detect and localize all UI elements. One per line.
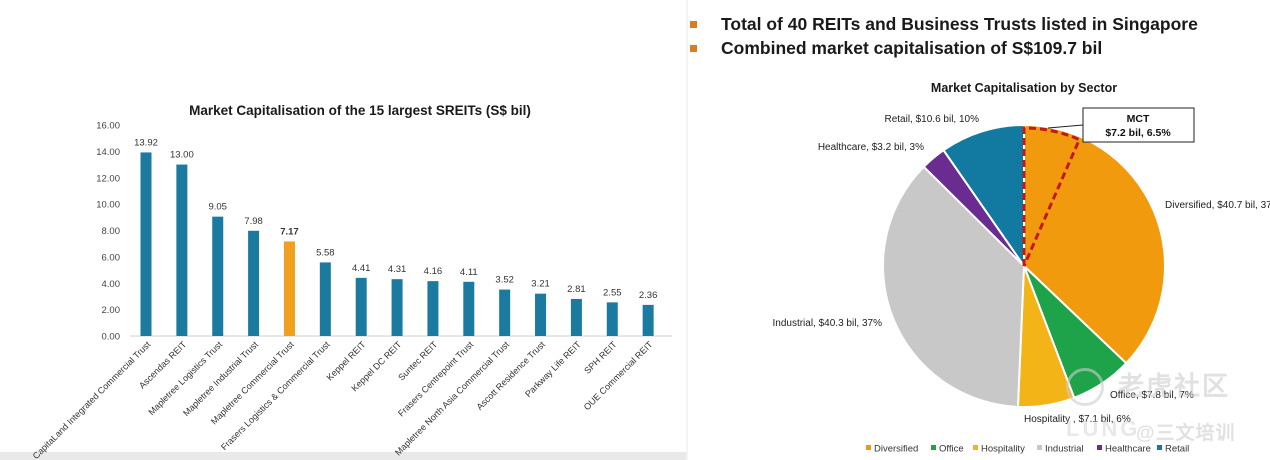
- bar-value-label: 2.55: [603, 287, 622, 298]
- bar-value-label: 3.52: [495, 275, 514, 286]
- legend-swatch: [866, 445, 871, 450]
- bar: [355, 277, 367, 336]
- y-tick-label: 8.00: [102, 226, 121, 237]
- bar-chart: Market Capitalisation of the 15 largest …: [31, 103, 672, 460]
- bar-value-label: 4.11: [460, 267, 478, 278]
- y-tick-label: 12.00: [96, 173, 120, 184]
- legend-label: Office: [939, 444, 964, 455]
- legend-swatch: [1097, 445, 1102, 450]
- y-tick-label: 14.00: [96, 147, 120, 158]
- legend-swatch: [1037, 445, 1042, 450]
- y-tick-label: 0.00: [102, 332, 121, 343]
- y-tick-label: 10.00: [96, 200, 120, 211]
- y-tick-label: 16.00: [96, 121, 120, 132]
- watermark-subtitle: @三文培训: [1136, 423, 1236, 444]
- legend-label: Industrial: [1045, 444, 1084, 455]
- watermark-logo-icon: [1066, 368, 1104, 406]
- x-tick-label: OUE Commercial REIT: [582, 339, 655, 412]
- x-tick-label: Mapletree Logistics Trust: [146, 339, 224, 417]
- legend-label: Hospitality: [981, 444, 1025, 455]
- bullet-square-icon: [690, 44, 697, 52]
- bar: [606, 302, 618, 336]
- mct-callout-box: [1082, 107, 1195, 143]
- bar: [499, 289, 511, 336]
- watermark-letters: LUNG: [1066, 416, 1141, 441]
- legend-swatch: [1157, 445, 1162, 450]
- pie-slice-label: Hospitality , $7.1 bil, 6%: [1024, 414, 1131, 425]
- y-tick-label: 4.00: [102, 279, 121, 290]
- bar-value-label: 7.98: [244, 216, 263, 227]
- summary-bullets: Total of 40 REITs and Business Trusts li…: [690, 12, 1270, 60]
- bottom-strip: [0, 452, 686, 460]
- pie-slice-label: Diversified, $40.7 bil, 37%: [1165, 200, 1270, 211]
- mct-callout-value: $7.2 bil, 6.5%: [1105, 127, 1171, 139]
- bar: [463, 281, 475, 336]
- mct-callout-title: MCT: [1127, 113, 1150, 125]
- bar: [319, 262, 331, 336]
- legend-swatch: [973, 445, 978, 450]
- summary-bullet: Total of 40 REITs and Business Trusts li…: [690, 12, 1270, 36]
- bar-value-label: 2.36: [639, 290, 658, 301]
- bar: [248, 230, 260, 336]
- legend-label: Retail: [1165, 444, 1189, 455]
- pie-slice: [882, 165, 1026, 408]
- bar: [212, 216, 224, 336]
- bar: [427, 281, 439, 336]
- bar: [391, 279, 403, 336]
- panel-divider: [686, 0, 688, 460]
- bar: [535, 293, 547, 336]
- legend-label: Healthcare: [1105, 444, 1151, 455]
- watermark-title: 老虎社区: [1118, 371, 1231, 401]
- pie-slice: [942, 123, 1025, 270]
- pie-slice-label: Industrial, $40.3 bil, 37%: [772, 318, 882, 329]
- bar-value-label: 9.05: [208, 202, 227, 213]
- bar-value-label: 4.31: [388, 264, 407, 275]
- bar: [176, 164, 188, 336]
- pie-chart: Market Capitalisation by Sector Diversifi…: [772, 81, 1270, 455]
- bar: [283, 241, 295, 336]
- x-tick-label: SPH REIT: [582, 339, 619, 376]
- pie-slice-label: Office, $7.8 bil, 7%: [1110, 390, 1194, 401]
- bar: [642, 304, 654, 336]
- pie-slice-label: Retail, $10.6 bil, 10%: [884, 114, 979, 125]
- bar-chart-title: Market Capitalisation of the 15 largest …: [189, 103, 531, 118]
- y-tick-label: 2.00: [102, 305, 121, 316]
- bar-value-label: 13.92: [134, 137, 158, 148]
- bar-value-label: 3.21: [531, 279, 550, 290]
- bar-value-label: 4.41: [352, 263, 371, 274]
- summary-bullet: Combined market capitalisation of S$109.…: [690, 36, 1270, 60]
- summary-bullet-text: Combined market capitalisation of S$109.…: [721, 37, 1103, 58]
- bar-value-label: 5.58: [316, 247, 335, 258]
- bullet-square-icon: [690, 20, 697, 28]
- bar: [570, 298, 582, 336]
- bar-value-label: 7.17: [280, 226, 299, 237]
- x-tick-label: CapitaLand Integrated Commercial Trust: [31, 339, 153, 460]
- legend-label: Diversified: [874, 444, 918, 455]
- mct-callout-leader: [1047, 124, 1084, 129]
- watermark: 老虎社区 LUNG @三文培训: [1066, 366, 1270, 446]
- bar-value-label: 13.00: [170, 150, 194, 161]
- pie-slice-label: Healthcare, $3.2 bil, 3%: [818, 142, 924, 153]
- x-tick-label: Ascott Residence Trust: [474, 339, 547, 412]
- legend-swatch: [931, 445, 936, 450]
- highlight-sector: [1022, 126, 1082, 267]
- bar-value-label: 2.81: [567, 284, 586, 295]
- bar: [140, 152, 152, 336]
- pie-chart-title: Market Capitalisation by Sector: [931, 81, 1117, 95]
- bar-value-label: 4.16: [424, 266, 443, 277]
- summary-bullet-text: Total of 40 REITs and Business Trusts li…: [721, 13, 1198, 34]
- y-tick-label: 6.00: [102, 252, 121, 263]
